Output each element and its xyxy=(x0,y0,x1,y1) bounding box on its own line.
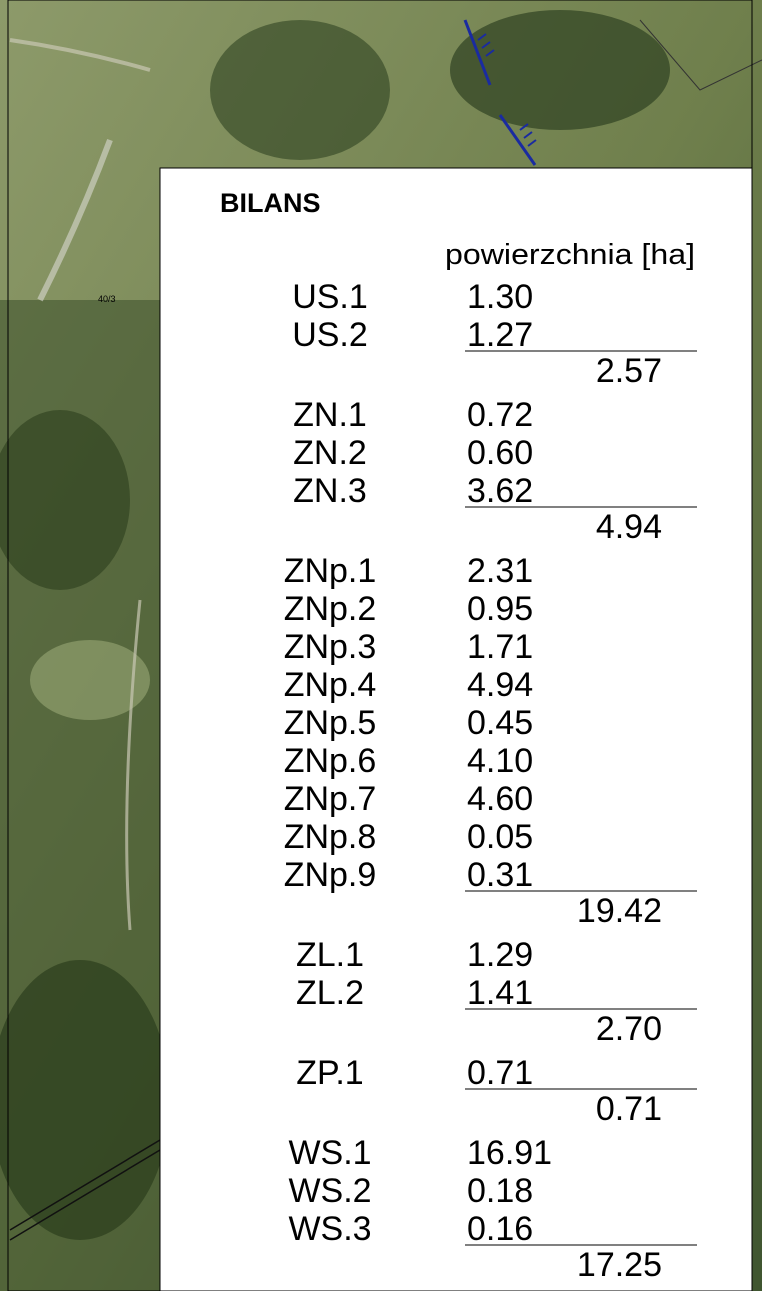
row-value: 1.27 xyxy=(467,316,533,354)
group-total: 2.70 xyxy=(596,1010,662,1048)
group-total: 4.94 xyxy=(596,508,662,546)
legend-background xyxy=(159,167,753,1291)
row-label: ZNp.2 xyxy=(284,590,377,628)
row-value: 3.62 xyxy=(467,472,533,510)
row-label: ZNp.7 xyxy=(284,780,377,818)
row-label: ZNp.5 xyxy=(284,704,377,742)
row-label: ZNp.1 xyxy=(284,552,377,590)
group-total: 0.71 xyxy=(596,1090,662,1128)
legend-title: BILANS xyxy=(220,188,321,218)
row-label: ZNp.4 xyxy=(284,666,377,704)
row-value: 4.10 xyxy=(467,742,533,780)
row-label: ZNp.6 xyxy=(284,742,377,780)
row-label: ZN.2 xyxy=(293,434,367,472)
group-total: 2.57 xyxy=(596,352,662,390)
column-header: powierzchnia [ha] xyxy=(445,239,695,271)
parcel-label: 40/3 xyxy=(98,294,116,304)
row-value: 4.60 xyxy=(467,780,533,818)
row-value: 1.29 xyxy=(467,936,533,974)
row-value: 0.71 xyxy=(467,1054,533,1092)
row-value: 1.71 xyxy=(467,628,533,666)
row-label: WS.2 xyxy=(288,1172,371,1210)
row-label: ZNp.8 xyxy=(284,818,377,856)
group-total: 19.42 xyxy=(577,892,662,930)
row-label: ZN.1 xyxy=(293,396,367,434)
row-value: 0.05 xyxy=(467,818,533,856)
row-label: ZNp.3 xyxy=(284,628,377,666)
row-value: 1.30 xyxy=(467,278,533,316)
row-label: WS.3 xyxy=(288,1210,371,1248)
row-label: WS.1 xyxy=(288,1134,371,1172)
row-value: 1.41 xyxy=(467,974,533,1012)
row-label: ZNp.9 xyxy=(284,856,377,894)
row-value: 16.91 xyxy=(467,1134,552,1172)
row-label: US.2 xyxy=(292,316,368,354)
row-value: 0.60 xyxy=(467,434,533,472)
group-total: 17.25 xyxy=(577,1246,662,1284)
row-label: ZL.2 xyxy=(296,974,364,1012)
row-value: 0.45 xyxy=(467,704,533,742)
row-value: 0.31 xyxy=(467,856,533,894)
row-value: 4.94 xyxy=(467,666,533,704)
row-value: 0.18 xyxy=(467,1172,533,1210)
row-value: 0.16 xyxy=(467,1210,533,1248)
row-label: US.1 xyxy=(292,278,368,316)
row-label: ZN.3 xyxy=(293,472,367,510)
row-label: ZL.1 xyxy=(296,936,364,974)
row-value: 0.95 xyxy=(467,590,533,628)
legend-panel: BILANS powierzchnia [ha] US.1 1.30 US.2 1.2… xyxy=(159,167,753,1291)
row-label: ZP.1 xyxy=(296,1054,363,1092)
row-value: 2.31 xyxy=(467,552,533,590)
row-value: 0.72 xyxy=(467,396,533,434)
